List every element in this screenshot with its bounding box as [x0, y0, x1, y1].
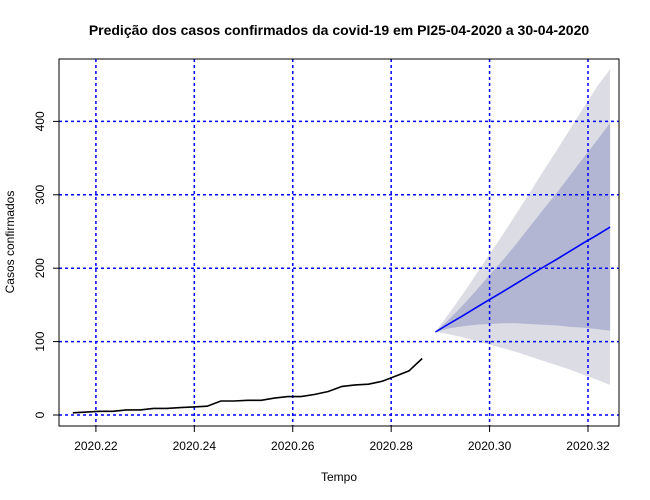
plot-frame [58, 58, 620, 427]
y-tick-label: 300 [33, 184, 47, 204]
grid-lines [59, 59, 619, 426]
prediction-bands [435, 69, 611, 385]
y-axis-label: Casos confirmados [3, 191, 17, 294]
axes: 2020.22 2020.24 2020.26 2020.28 2020.30 2020.… [33, 111, 610, 453]
x-axis-label: Tempo [321, 470, 357, 484]
chart-title: Predição dos casos confirmados da covid-… [89, 22, 590, 38]
x-tick-label: 2020.26 [271, 439, 315, 453]
band-80 [435, 122, 611, 333]
y-tick-label: 0 [33, 411, 47, 418]
x-tick-label: 2020.28 [369, 439, 413, 453]
x-tick-label: 2020.24 [173, 439, 217, 453]
y-tick-label: 200 [33, 258, 47, 278]
forecast-mean-line [434, 226, 611, 333]
series-lines [72, 226, 611, 414]
observed-series-line [72, 357, 423, 414]
x-tick-label: 2020.32 [566, 439, 610, 453]
y-tick-label: 400 [33, 111, 47, 131]
y-tick-label: 100 [33, 331, 47, 351]
x-tick-label: 2020.30 [468, 439, 512, 453]
x-tick-label: 2020.22 [74, 439, 118, 453]
